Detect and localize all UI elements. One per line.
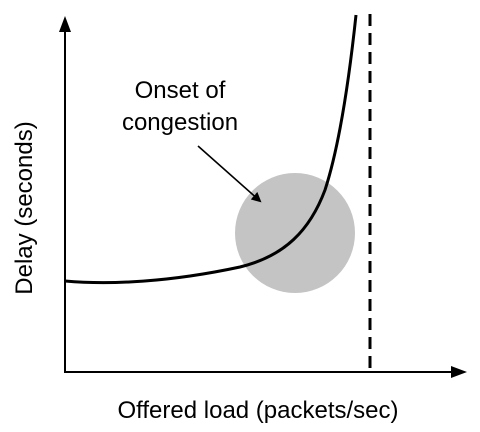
- delay-curve: [64, 14, 358, 285]
- x-axis-arrowhead: [451, 366, 467, 378]
- x-axis-label: Offered load (packets/sec): [117, 397, 398, 424]
- annotation-line-2: congestion: [122, 109, 238, 136]
- annotation-arrow: [197, 145, 262, 203]
- congestion-circle: [235, 173, 355, 293]
- y-axis-arrowhead: [59, 16, 71, 32]
- annotation-line-1: Onset of: [135, 77, 226, 104]
- y-axis-label: Delay (seconds): [11, 121, 38, 294]
